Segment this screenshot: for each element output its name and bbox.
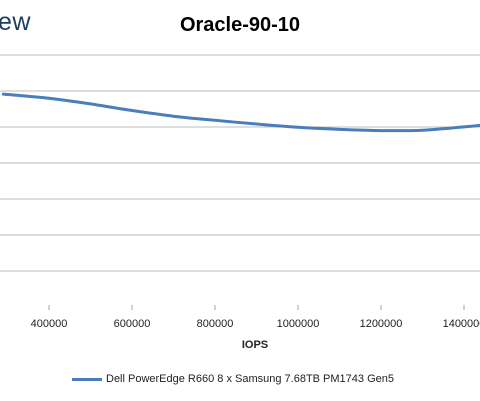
- x-tick-label: 800000: [197, 318, 234, 330]
- x-tick-label: 1400000: [443, 318, 480, 330]
- legend: Dell PowerEdge R660 8 x Samsung 7.68TB P…: [72, 373, 394, 385]
- x-tick-label: 600000: [114, 318, 151, 330]
- series-line: [1, 92, 480, 133]
- legend-label: Dell PowerEdge R660 8 x Samsung 7.68TB P…: [106, 373, 394, 385]
- grid-lines: [0, 54, 480, 272]
- x-axis: 400000 600000 800000 1000000 1200000 1400000: [31, 305, 480, 330]
- chart-title: Oracle-90-10: [179, 14, 301, 36]
- x-axis-title: IOPS: [242, 339, 268, 351]
- x-tick-label: 1000000: [277, 318, 320, 330]
- series-layer: [1, 92, 480, 133]
- legend-swatch: [72, 377, 102, 381]
- x-tick-label: 1200000: [360, 318, 403, 330]
- brand-logo-fragment: ew: [0, 8, 31, 36]
- x-tick-label: 400000: [31, 318, 68, 330]
